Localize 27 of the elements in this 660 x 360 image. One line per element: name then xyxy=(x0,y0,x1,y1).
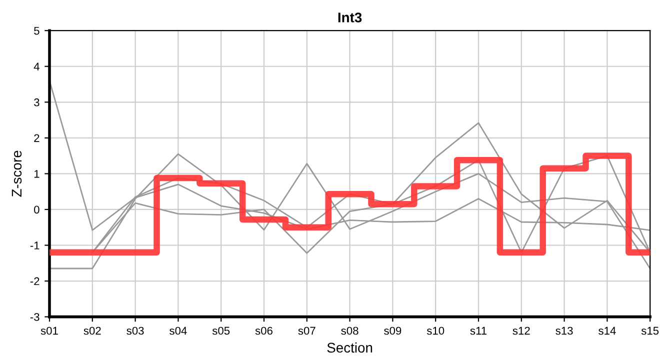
y-axis-title: Z-score xyxy=(12,150,22,197)
x-tick-label: s15 xyxy=(641,326,659,335)
chart-title: Int3 xyxy=(338,12,362,22)
y-tick-label: -2 xyxy=(30,277,40,286)
x-tick-label: s08 xyxy=(341,326,358,335)
x-tick-label: s04 xyxy=(170,326,187,335)
y-tick-label: 2 xyxy=(34,134,40,142)
y-tick-label: 1 xyxy=(34,170,40,178)
y-tick-label: -3 xyxy=(30,313,40,321)
y-tick-label: 4 xyxy=(34,62,40,70)
y-tick-label: 0 xyxy=(34,206,40,214)
x-tick-label: s14 xyxy=(598,326,616,335)
x-tick-label: s09 xyxy=(384,326,402,335)
y-tick-label: 5 xyxy=(34,26,40,35)
y-tick-label: -1 xyxy=(30,242,40,250)
x-tick-label: s07 xyxy=(298,326,316,335)
x-tick-label: s02 xyxy=(84,326,101,335)
x-axis-title: Section xyxy=(327,342,372,353)
x-tick-label: s06 xyxy=(255,326,272,335)
x-tick-label: s05 xyxy=(212,326,230,335)
x-tick-label: s11 xyxy=(470,326,487,335)
x-tick-label: s12 xyxy=(512,326,530,335)
x-tick-label: s03 xyxy=(126,326,144,335)
y-tick-label: 3 xyxy=(34,98,40,106)
x-tick-label: s01 xyxy=(40,326,58,335)
x-tick-label: s10 xyxy=(426,326,444,335)
x-tick-label: s13 xyxy=(556,326,573,335)
